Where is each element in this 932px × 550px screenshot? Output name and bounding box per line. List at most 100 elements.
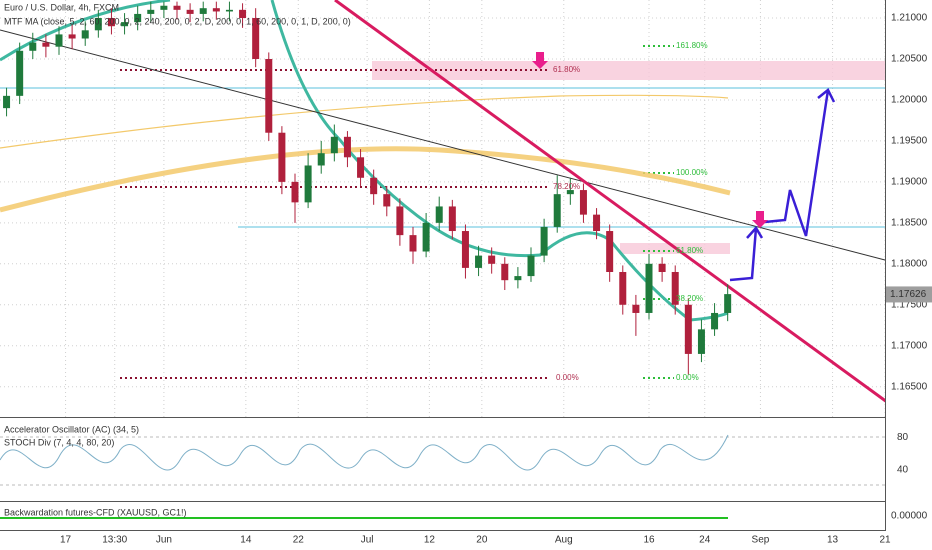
trend-line <box>0 29 886 261</box>
candle-body <box>330 136 338 154</box>
ma-line <box>0 94 729 149</box>
backwardation-pane <box>0 502 885 530</box>
candle-body <box>42 42 50 47</box>
y-tick-label: 1.18000 <box>891 258 928 269</box>
x-tick-label: 22 <box>293 535 305 546</box>
x-tick-label: 17 <box>60 535 72 546</box>
last-price-label: 1.17626 <box>890 289 927 300</box>
candle-body <box>488 255 496 264</box>
candle-body <box>81 30 89 39</box>
candle-body <box>343 136 351 158</box>
x-tick-label: Jun <box>156 535 172 546</box>
ma-line <box>0 146 731 213</box>
candle-body <box>239 9 247 19</box>
candle-body <box>619 271 627 305</box>
candle-body <box>304 165 312 203</box>
candle-body <box>684 304 692 354</box>
candle-body <box>540 226 548 256</box>
x-tick-label: 14 <box>240 535 252 546</box>
candle-body <box>317 153 325 166</box>
candle-body <box>265 58 273 133</box>
x-tick-label: 21 <box>879 535 891 546</box>
candle-body <box>186 9 194 14</box>
candle-body <box>527 255 535 277</box>
candle-body <box>383 194 391 207</box>
candle-body <box>514 276 522 281</box>
fib-label: 161.80% <box>676 41 708 50</box>
candle-body <box>121 22 129 27</box>
x-tick-label: 20 <box>476 535 488 546</box>
candle-body <box>147 9 155 14</box>
candle-body <box>68 34 76 39</box>
candle-body <box>553 194 561 227</box>
y-tick-label: 1.20000 <box>891 95 928 106</box>
candle-body <box>396 206 404 236</box>
oscillator-pane <box>0 418 885 501</box>
projection-arrow <box>729 88 836 282</box>
candle-body <box>225 9 233 12</box>
fib-label: 0.00% <box>556 373 579 382</box>
candle-body <box>475 255 483 268</box>
candle-body <box>29 42 37 51</box>
candle-body <box>593 214 601 232</box>
y-tick-label: 40 <box>897 464 909 475</box>
y-tick-label: 1.18500 <box>891 217 928 228</box>
candle-body <box>566 190 574 195</box>
marker-arrow <box>532 52 548 69</box>
candle-body <box>711 312 719 330</box>
marker-arrow <box>752 211 768 228</box>
candle-body <box>724 294 732 313</box>
candle-body <box>160 5 168 10</box>
candle-body <box>606 231 614 272</box>
candle-body <box>697 329 705 354</box>
y-tick-label: 1.19000 <box>891 177 928 188</box>
x-tick-label: Jul <box>361 535 374 546</box>
candle-body <box>199 8 207 14</box>
x-tick-label: 13 <box>827 535 839 546</box>
candle-body <box>357 157 365 178</box>
fib-label: 100.00% <box>676 168 708 177</box>
candle-body <box>461 231 469 268</box>
candle-body <box>107 18 115 27</box>
candle-body <box>658 263 666 272</box>
x-tick-label: Sep <box>752 535 770 546</box>
y-tick-label: 1.16500 <box>891 381 928 392</box>
candle-body <box>645 263 653 313</box>
candle-body <box>16 50 24 96</box>
x-tick-label: 13:30 <box>102 535 127 546</box>
chart-title: Euro / U.S. Dollar, 4h, FXCM <box>4 2 119 12</box>
fib-label: 38.20% <box>676 294 703 303</box>
candle-body <box>252 18 260 59</box>
candle-body <box>94 18 102 31</box>
indicator-label: MTF MA (close, 5, 2, 60, 200, 0, 2, 240,… <box>4 16 351 26</box>
x-tick-label: Aug <box>555 535 573 546</box>
candle-body <box>55 34 63 47</box>
y-tick-label: 1.17500 <box>891 299 928 310</box>
fib-label: 78.20% <box>553 182 580 191</box>
candle-body <box>579 190 587 215</box>
indicator-label: STOCH Div (7, 4, 4, 80, 20) <box>4 437 114 447</box>
trend-line <box>334 0 888 404</box>
price-axis <box>885 0 932 550</box>
y-tick-label: 1.20500 <box>891 54 928 65</box>
candle-body <box>501 263 509 281</box>
candle-body <box>370 177 378 195</box>
candle-body <box>448 206 456 232</box>
stoch-line <box>0 434 729 471</box>
y-tick-label: 0.00000 <box>891 511 928 522</box>
candle-body <box>3 95 11 109</box>
candle-body <box>212 8 220 12</box>
fib-lines <box>643 45 674 379</box>
fib-label: 61.80% <box>553 65 580 74</box>
y-tick-label: 1.17000 <box>891 340 928 351</box>
y-tick-label: 1.21000 <box>891 13 928 24</box>
fib-label: 61.80% <box>676 246 703 255</box>
fib-label: 0.00% <box>676 373 699 382</box>
candle-body <box>291 181 299 203</box>
y-tick-label: 1.19500 <box>891 136 928 147</box>
candle-body <box>671 271 679 305</box>
x-tick-label: 24 <box>699 535 711 546</box>
x-tick-label: 16 <box>643 535 655 546</box>
candle-body <box>422 222 430 252</box>
